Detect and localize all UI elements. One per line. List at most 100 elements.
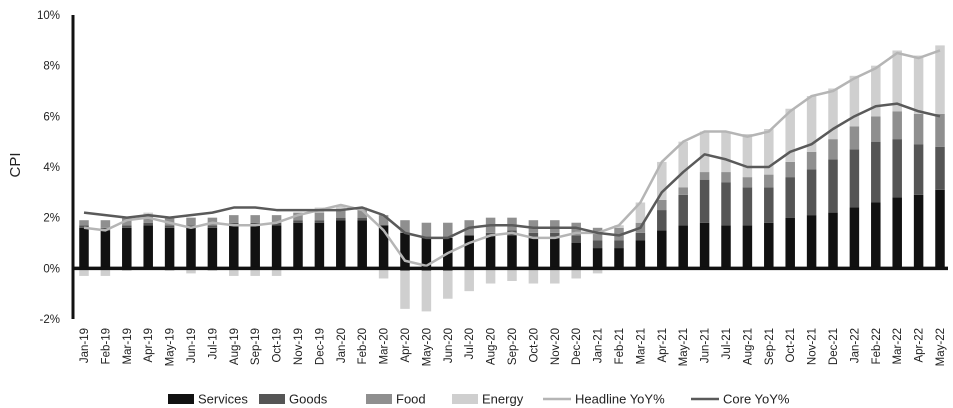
bar-services xyxy=(785,217,795,269)
bar-food xyxy=(400,220,410,233)
bar-food xyxy=(657,199,667,211)
bar-services xyxy=(143,225,153,269)
bar-services xyxy=(592,248,603,269)
bar-services xyxy=(935,189,945,269)
x-tick-label: Jul-21 xyxy=(721,328,733,359)
bar-energy xyxy=(229,268,239,276)
bar-food xyxy=(550,220,560,233)
x-tick-label: Aug-21 xyxy=(742,328,754,365)
bar-energy xyxy=(143,212,153,216)
bar-food xyxy=(592,227,603,241)
bar-food xyxy=(828,139,838,160)
bar-energy xyxy=(400,270,410,309)
x-tick-label: Jun-19 xyxy=(186,328,198,363)
bar-energy xyxy=(100,268,111,276)
bar-services xyxy=(485,235,496,269)
bar-services xyxy=(614,248,624,269)
bar-energy xyxy=(378,268,389,279)
bar-energy xyxy=(678,141,688,188)
y-axis-title: CPI xyxy=(7,152,24,177)
bar-services xyxy=(122,227,132,269)
x-tick-label: Aug-20 xyxy=(486,328,498,365)
bar-food xyxy=(507,217,517,231)
x-tick-label: Mar-20 xyxy=(379,328,391,364)
bar-goods xyxy=(293,220,303,223)
bar-food xyxy=(785,161,795,178)
y-tick-label: 10% xyxy=(37,10,60,22)
bar-food xyxy=(678,187,688,195)
bar-goods xyxy=(742,187,753,226)
bar-services xyxy=(849,207,860,269)
x-tick-label: Jul-19 xyxy=(207,328,219,359)
bar-food xyxy=(806,151,817,170)
legend-swatch-goods xyxy=(259,394,285,404)
bar-energy xyxy=(421,270,432,312)
bar-energy xyxy=(528,268,539,284)
bar-services xyxy=(464,235,474,269)
bar-goods xyxy=(913,144,924,195)
x-tick-label: Dec-20 xyxy=(571,328,583,365)
bar-services xyxy=(293,222,303,269)
x-tick-label: Jan-20 xyxy=(336,328,348,363)
bar-goods xyxy=(485,232,496,236)
legend: Services Goods Food Energy Headline YoY% Core… xyxy=(168,392,790,407)
x-tick-label: Mar-19 xyxy=(122,328,134,364)
bar-food xyxy=(935,113,945,147)
bar-goods xyxy=(592,240,603,249)
y-tick-labels: -2% 0% 2% 4% 6% 8% 10% xyxy=(37,10,60,326)
bar-energy xyxy=(443,270,453,299)
bar-services xyxy=(79,227,89,269)
bar-energy xyxy=(742,134,753,178)
x-tick-label: Nov-19 xyxy=(293,328,305,365)
y-tick-label: 0% xyxy=(43,263,60,275)
y-tick-label: -2% xyxy=(40,314,60,326)
bar-services xyxy=(635,240,646,269)
bar-food xyxy=(421,222,432,238)
bar-goods xyxy=(657,210,667,231)
bar-services xyxy=(314,222,325,269)
legend-swatch-services xyxy=(168,394,194,404)
bar-food xyxy=(742,177,753,188)
bar-services xyxy=(421,237,432,269)
bar-energy xyxy=(828,88,838,140)
x-tick-label: Jan-21 xyxy=(593,328,605,363)
legend-swatch-energy xyxy=(452,394,478,404)
bar-services xyxy=(678,225,688,269)
x-tick-label: Jun-20 xyxy=(443,328,455,363)
bar-energy xyxy=(892,50,902,112)
line-headline-yoy- xyxy=(83,49,941,268)
bar-goods xyxy=(550,232,560,238)
bar-food xyxy=(764,174,774,188)
bar-energy xyxy=(849,75,860,127)
bar-goods xyxy=(785,177,795,218)
bar-energy xyxy=(186,268,196,274)
bar-services xyxy=(550,237,560,269)
bar-services xyxy=(892,197,902,269)
bar-food xyxy=(79,220,89,226)
x-tick-label: Nov-21 xyxy=(807,328,819,365)
bar-energy xyxy=(635,202,646,223)
bar-food xyxy=(314,212,325,221)
bar-services xyxy=(357,220,367,269)
bar-services xyxy=(186,227,196,269)
bar-goods xyxy=(122,225,132,228)
bar-energy xyxy=(592,268,603,274)
x-tick-label: May-20 xyxy=(421,328,433,366)
bar-services xyxy=(100,230,111,269)
x-tick-label: Dec-21 xyxy=(828,328,840,365)
bar-goods xyxy=(143,222,153,226)
bar-goods xyxy=(892,139,902,198)
bar-services xyxy=(871,202,881,269)
x-tick-label: Jun-21 xyxy=(700,328,712,363)
bar-services xyxy=(229,225,239,269)
bar-energy xyxy=(336,205,346,211)
legend-label-goods: Goods xyxy=(289,392,328,407)
bar-goods xyxy=(207,225,218,228)
bar-services xyxy=(806,215,817,269)
bar-goods xyxy=(250,222,260,226)
legend-label-food: Food xyxy=(396,392,426,407)
bar-food xyxy=(100,220,111,228)
x-tick-labels: Jan-19 Feb-19 Mar-19 Apr-19 May-19 Jun-19 Jul-… xyxy=(79,328,947,366)
bar-food xyxy=(721,172,731,183)
y-tick-label: 4% xyxy=(43,162,60,174)
